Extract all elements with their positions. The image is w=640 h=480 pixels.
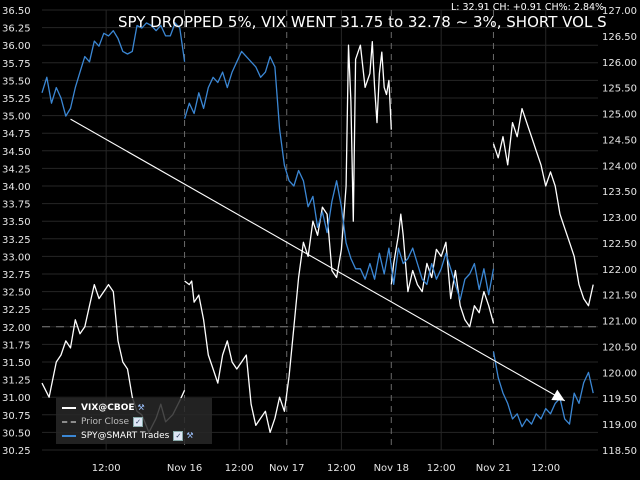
arrow-head — [551, 389, 565, 401]
arrow-line — [70, 118, 566, 402]
y-left-tick-label: 33.00 — [2, 252, 31, 263]
series-spy-smart-trades — [183, 50, 495, 301]
x-tick-label: 12:00 — [531, 463, 560, 474]
checkbox-icon[interactable]: ✓ — [133, 416, 144, 427]
y-left-tick-label: 33.75 — [2, 200, 31, 211]
legend: VIX@CBOE ⚒ Prior Close ✓ SPY@SMART Trade… — [56, 398, 212, 444]
y-right-tick-label: 120.00 — [602, 368, 637, 379]
series-spy-smart-trades — [41, 22, 186, 117]
y-left-tick-label: 33.25 — [2, 235, 31, 246]
y-left-tick-label: 31.50 — [2, 358, 31, 369]
x-tick-label: 12:00 — [225, 463, 254, 474]
y-right-tick-label: 121.00 — [602, 317, 637, 328]
wrench-icon[interactable]: ⚒ — [186, 431, 194, 440]
y-right-tick-label: 121.50 — [602, 291, 637, 302]
y-left-tick-label: 30.50 — [2, 428, 31, 439]
wrench-icon[interactable]: ⚒ — [137, 403, 145, 412]
y-left-tick-label: 36.50 — [2, 6, 31, 17]
y-right-tick-label: 119.50 — [602, 394, 637, 405]
legend-label-vix: VIX@CBOE — [81, 402, 135, 413]
y-right-tick-label: 124.50 — [602, 135, 637, 146]
y-right-tick-label: 127.00 — [602, 6, 637, 17]
x-tick-label: Nov 18 — [374, 463, 409, 474]
y-left-tick-label: 34.00 — [2, 182, 31, 193]
legend-swatch-prior-close — [62, 420, 76, 423]
y-left-tick-label: 30.25 — [2, 446, 31, 457]
left-axis-ticks: 36.50 36.25 36.00 35.75 35.50 35.25 35.00 34.75… — [2, 6, 31, 457]
legend-label-spy: SPY@SMART Trades — [81, 430, 170, 441]
y-left-tick-label: 35.00 — [2, 112, 31, 123]
series-layer — [41, 22, 594, 434]
x-tick-label: 12:00 — [327, 463, 356, 474]
legend-item-spy[interactable]: SPY@SMART Trades ✓ ⚒ — [62, 429, 194, 442]
legend-swatch-vix — [62, 406, 76, 409]
y-left-tick-label: 32.75 — [2, 270, 31, 281]
legend-swatch-spy — [62, 434, 76, 437]
series-vix-cboe — [390, 213, 495, 328]
y-left-tick-label: 30.75 — [2, 411, 31, 422]
series-spy-smart-trades — [492, 351, 594, 428]
x-axis-ticks: 12:00 Nov 16 12:00 Nov 17 12:00 Nov 18 12:00 No… — [92, 463, 560, 474]
grid-lines — [42, 9, 598, 451]
x-tick-label: Nov 16 — [167, 463, 202, 474]
x-tick-label: 12:00 — [427, 463, 456, 474]
x-tick-label: 12:00 — [92, 463, 121, 474]
right-axis-ticks: 127.00 126.50 126.00 125.50 125.00 124.50 124.… — [602, 6, 637, 457]
y-left-tick-label: 31.25 — [2, 376, 31, 387]
series-vix-cboe — [492, 107, 594, 307]
y-left-tick-label: 32.25 — [2, 305, 31, 316]
y-left-tick-label: 32.50 — [2, 288, 31, 299]
y-left-tick-label: 32.00 — [2, 323, 31, 334]
y-right-tick-label: 125.00 — [602, 110, 637, 121]
legend-item-vix[interactable]: VIX@CBOE ⚒ — [62, 401, 145, 414]
y-right-tick-label: 122.00 — [602, 265, 637, 276]
y-left-tick-label: 35.75 — [2, 59, 31, 70]
y-left-tick-label: 34.75 — [2, 129, 31, 140]
y-left-tick-label: 34.25 — [2, 164, 31, 175]
y-left-tick-label: 34.50 — [2, 147, 31, 158]
trend-arrow — [70, 118, 566, 402]
y-left-tick-label: 36.00 — [2, 41, 31, 52]
y-right-tick-label: 124.00 — [602, 161, 637, 172]
x-tick-label: Nov 21 — [476, 463, 511, 474]
y-right-tick-label: 119.00 — [602, 420, 637, 431]
y-right-tick-label: 120.50 — [602, 342, 637, 353]
y-right-tick-label: 123.50 — [602, 187, 637, 198]
legend-item-prior-close[interactable]: Prior Close ✓ — [62, 415, 144, 428]
y-left-tick-label: 31.00 — [2, 393, 31, 404]
x-tick-label: Nov 17 — [269, 463, 304, 474]
y-right-tick-label: 126.00 — [602, 58, 637, 69]
legend-label-prior-close: Prior Close — [81, 416, 130, 427]
y-left-tick-label: 33.50 — [2, 217, 31, 228]
y-left-tick-label: 35.50 — [2, 76, 31, 87]
y-right-tick-label: 126.50 — [602, 32, 637, 43]
y-left-tick-label: 35.25 — [2, 94, 31, 105]
y-left-tick-label: 31.75 — [2, 340, 31, 351]
y-right-tick-label: 118.50 — [602, 446, 637, 457]
y-right-tick-label: 123.00 — [602, 213, 637, 224]
chart-title: SPY DROPPED 5%, VIX WENT 31.75 to 32.78 … — [118, 13, 607, 31]
series-vix-cboe — [184, 41, 392, 434]
stats-readout: L: 32.91 CH: +0.91 CH%: 2.84% — [451, 2, 604, 13]
y-right-tick-label: 122.50 — [602, 239, 637, 250]
y-right-tick-label: 125.50 — [602, 84, 637, 95]
y-left-tick-label: 36.25 — [2, 24, 31, 35]
checkbox-icon[interactable]: ✓ — [173, 430, 184, 441]
